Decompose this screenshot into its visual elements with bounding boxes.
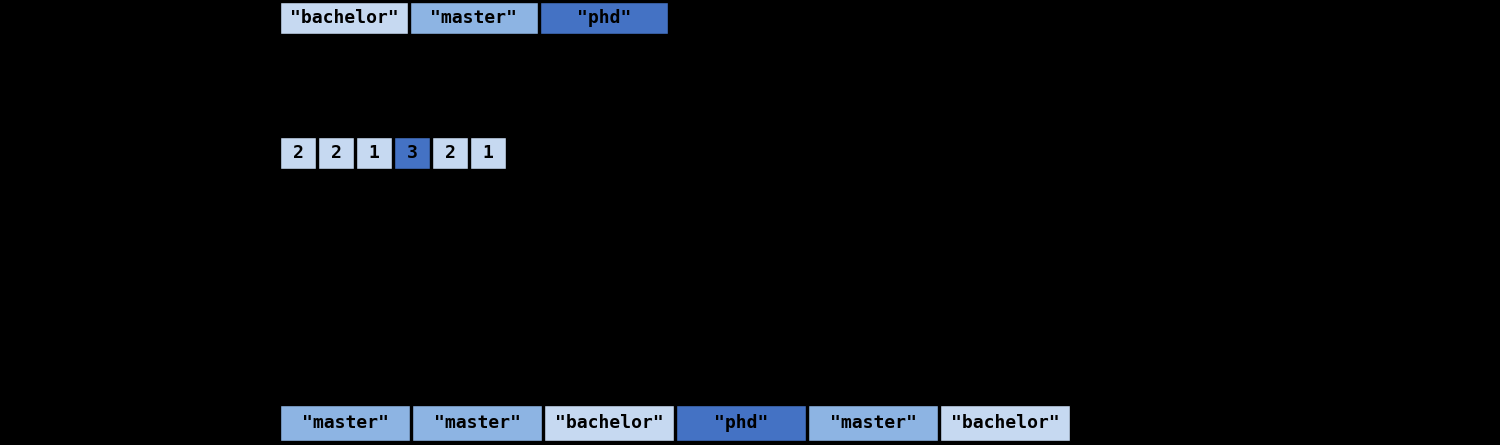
Bar <box>470 137 506 169</box>
Text: 1: 1 <box>483 144 494 162</box>
Bar <box>318 137 354 169</box>
Bar <box>356 137 392 169</box>
Bar <box>280 405 410 441</box>
Bar <box>413 405 542 441</box>
Bar <box>432 137 468 169</box>
Text: "bachelor": "bachelor" <box>951 414 1059 432</box>
Text: "master": "master" <box>430 9 518 27</box>
Text: "master": "master" <box>302 414 388 432</box>
Bar <box>410 2 538 34</box>
Text: "bachelor": "bachelor" <box>555 414 663 432</box>
Bar <box>540 2 668 34</box>
Bar <box>544 405 674 441</box>
Bar <box>394 137 430 169</box>
Text: 2: 2 <box>444 144 456 162</box>
Text: "bachelor": "bachelor" <box>290 9 399 27</box>
Text: 2: 2 <box>292 144 303 162</box>
Bar <box>808 405 938 441</box>
Text: 2: 2 <box>330 144 342 162</box>
Text: "master": "master" <box>433 414 520 432</box>
Text: "phd": "phd" <box>714 414 768 432</box>
Text: 1: 1 <box>369 144 380 162</box>
Bar <box>940 405 1070 441</box>
Bar <box>280 2 408 34</box>
Text: 3: 3 <box>406 144 417 162</box>
Text: "master": "master" <box>830 414 916 432</box>
Bar <box>280 137 316 169</box>
Text: "phd": "phd" <box>578 9 632 27</box>
Bar <box>676 405 806 441</box>
